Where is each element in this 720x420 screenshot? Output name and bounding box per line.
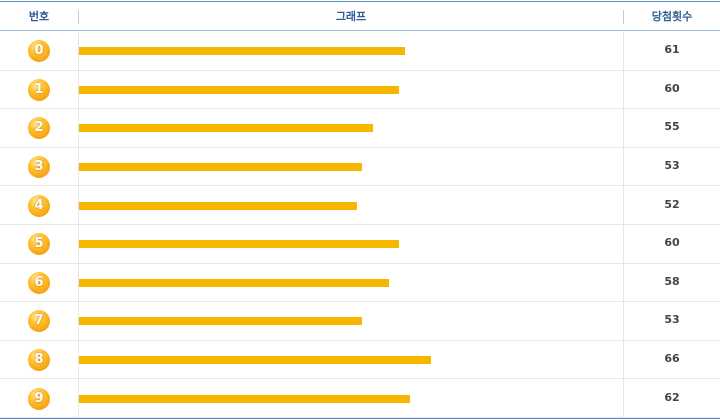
count-text: 62 [664, 390, 680, 404]
column-divider [623, 225, 624, 263]
column-divider [623, 32, 624, 70]
number-ball: 1 [28, 78, 50, 101]
count-bar [79, 317, 363, 326]
number-ball: 3 [28, 156, 50, 179]
count-text: 61 [664, 43, 680, 57]
count-bar [79, 47, 405, 56]
column-divider [78, 70, 79, 109]
column-divider [78, 340, 79, 379]
number-ball: 2 [28, 117, 50, 140]
count-bar [79, 356, 432, 365]
count-bar [79, 394, 411, 403]
column-divider [78, 147, 79, 186]
count-text: 53 [664, 313, 680, 327]
table-row: 4 52 [0, 186, 720, 225]
count-bar [79, 85, 400, 94]
count-text: 52 [664, 197, 680, 211]
number-ball: 8 [28, 349, 50, 372]
table-row: 7 53 [0, 302, 720, 341]
column-divider [623, 109, 624, 147]
table-row: 5 60 [0, 225, 720, 264]
column-divider [623, 70, 624, 109]
column-divider [78, 379, 79, 417]
count-bar [79, 124, 373, 133]
column-divider [623, 186, 624, 224]
table-row: 2 55 [0, 109, 720, 148]
count-bar [79, 163, 363, 172]
column-divider [623, 379, 624, 417]
number-ball: 5 [28, 233, 50, 256]
column-divider [78, 302, 79, 340]
table-header: 번호 그래프 당첨횟수 [0, 1, 720, 31]
column-divider [78, 186, 79, 224]
number-ball: 0 [28, 40, 50, 63]
column-divider [78, 109, 79, 147]
table-row: 0 61 [0, 32, 720, 71]
number-ball: 4 [28, 194, 50, 217]
count-text: 60 [664, 236, 680, 250]
count-text: 60 [664, 81, 680, 95]
count-text: 55 [664, 120, 680, 134]
header-separator [623, 10, 624, 24]
column-divider [78, 263, 79, 302]
table-row: 9 62 [0, 379, 720, 418]
table-row: 3 53 [0, 147, 720, 187]
table-row: 8 66 [0, 340, 720, 380]
header-cell: 그래프 [335, 10, 367, 23]
count-text: 66 [664, 352, 680, 366]
table-bottom-border [0, 418, 720, 419]
count-bar [79, 201, 357, 210]
number-ball: 6 [28, 271, 50, 294]
column-divider [78, 225, 79, 263]
column-divider [623, 263, 624, 302]
header-cell: 당첨횟수 [651, 10, 693, 23]
header-cell: 번호 [28, 10, 50, 23]
column-divider [78, 32, 79, 70]
number-ball: 7 [28, 310, 50, 333]
count-text: 53 [664, 159, 680, 173]
column-divider [623, 302, 624, 340]
table-row: 1 60 [0, 70, 720, 110]
count-bar [79, 278, 389, 287]
column-divider [623, 147, 624, 186]
column-divider [623, 340, 624, 379]
number-ball: 9 [28, 387, 50, 410]
count-bar [79, 240, 400, 249]
header-separator [78, 10, 79, 24]
count-text: 58 [664, 274, 680, 288]
table-row: 6 58 [0, 263, 720, 303]
